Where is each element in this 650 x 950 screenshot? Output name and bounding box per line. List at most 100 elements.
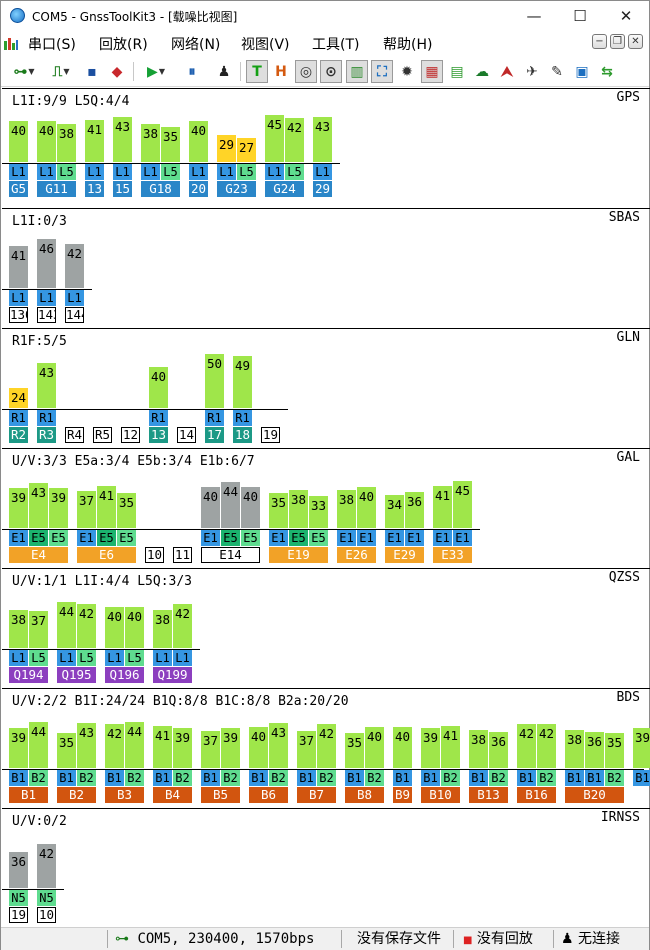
cnr-bar: 41 (433, 486, 452, 528)
satellite-label[interactable]: G5 (9, 181, 28, 197)
mdi-minimize-icon[interactable]: − (592, 34, 607, 49)
maximize-button[interactable]: ☐ (573, 7, 587, 25)
signal-tag: L1 (9, 290, 28, 306)
satellite-label[interactable]: 130 (9, 307, 28, 323)
cnr-bar: 40 (249, 727, 268, 768)
satellite-label[interactable]: B10 (421, 787, 460, 803)
save-icon[interactable]: ▪ (87, 63, 97, 80)
satellite-icon[interactable]: ⛶ (371, 60, 393, 83)
satellite-label[interactable]: 18 (233, 427, 252, 443)
satellite-label[interactable]: 12 (121, 427, 140, 443)
satellite-label[interactable]: B2 (57, 787, 96, 803)
satellite-label[interactable]: B4 (153, 787, 192, 803)
h-view-icon[interactable]: H (275, 63, 287, 80)
menu-view[interactable]: 视图(V) (241, 37, 290, 53)
note-icon[interactable]: ✎ (551, 63, 563, 80)
microphone-icon[interactable]: ♟ (217, 63, 231, 80)
cnr-bar: 37 (297, 731, 316, 768)
satellite-label[interactable]: 11 (173, 547, 192, 563)
arrow-up-icon[interactable]: ⮝ (501, 63, 513, 80)
cnr-bar: 36 (9, 852, 28, 888)
satellite-label[interactable]: 10 (145, 547, 164, 563)
satellite-label[interactable]: B20 (565, 787, 624, 803)
satellite-label[interactable]: B1 (9, 787, 48, 803)
cloud-download-icon[interactable]: ☁ (475, 63, 489, 80)
signal-wave-icon[interactable]: ⎍ ▼ (52, 63, 70, 80)
satellite-label[interactable]: 19 (9, 907, 28, 923)
menu-replay[interactable]: 回放(R) (99, 37, 148, 53)
satellite-label[interactable]: B5 (201, 787, 240, 803)
satellite-label[interactable]: R2 (9, 427, 28, 443)
satellite-label[interactable]: 10 (37, 907, 56, 923)
signal-tag: B1 (105, 770, 124, 786)
close-button[interactable]: ✕ (619, 7, 633, 25)
mdi-close-icon[interactable]: ✕ (628, 34, 643, 49)
pause-icon[interactable]: ⏸ (188, 63, 196, 80)
satellite-label[interactable]: Q199 (153, 667, 192, 683)
satellite-label[interactable]: G23 (217, 181, 256, 197)
satellite-label[interactable]: E6 (77, 547, 136, 563)
table-icon[interactable]: ▦ (421, 60, 443, 83)
satellite-label[interactable]: E33 (433, 547, 472, 563)
play-icon[interactable]: ▶ ▼ (147, 63, 165, 80)
minimize-button[interactable]: — (526, 7, 542, 25)
satellite-label[interactable]: 29 (313, 181, 332, 197)
satellite-label[interactable]: 13 (149, 427, 168, 443)
satellite-label[interactable]: B13 (469, 787, 508, 803)
satellite-label[interactable]: B8 (345, 787, 384, 803)
satellite-label[interactable]: E4 (9, 547, 68, 563)
section-status: U/V:1/1 L1I:4/4 L5Q:3/3 (12, 574, 193, 589)
bird-icon[interactable]: ✈ (526, 63, 538, 80)
satellite-label[interactable]: B16 (517, 787, 556, 803)
satellite-label[interactable]: 143 (37, 307, 56, 323)
satellite-label[interactable]: E14 (201, 547, 260, 563)
cnr-bar: 37 (77, 491, 96, 528)
signal-tag: L1 (313, 164, 332, 180)
signal-tag: B1 (517, 770, 536, 786)
menu-network[interactable]: 网络(N) (171, 37, 221, 53)
gear-icon[interactable]: ✹ (401, 63, 413, 80)
signal-tag: B1 (345, 770, 364, 786)
satellite-label[interactable]: G24 (265, 181, 304, 197)
cnr-chart-icon[interactable]: ▥ (346, 60, 368, 83)
satellite-label[interactable]: 14 (177, 427, 196, 443)
satellite-label[interactable]: R4 (65, 427, 84, 443)
tag-icon[interactable]: ◆ (111, 63, 123, 80)
satellite-label[interactable]: 17 (205, 427, 224, 443)
satellite-label[interactable]: R3 (37, 427, 56, 443)
microphone-icon: ♟ (561, 931, 574, 947)
satellite-label[interactable]: E29 (385, 547, 424, 563)
satellite-label[interactable]: Q195 (57, 667, 96, 683)
satellite-label[interactable]: 15 (113, 181, 132, 197)
text-view-icon[interactable]: T (246, 60, 268, 83)
satellite-label[interactable]: R5 (93, 427, 112, 443)
swap-icon[interactable]: ⇆ (601, 63, 613, 80)
cnr-bar: 41 (9, 246, 28, 288)
satellite-label[interactable]: 20 (189, 181, 208, 197)
signal-tag: E1 (201, 530, 220, 546)
satellite-label[interactable]: 144 (65, 307, 84, 323)
satellite-label[interactable]: B7 (297, 787, 336, 803)
satellite-label[interactable]: G11 (37, 181, 76, 197)
cnr-bar: 33 (309, 496, 328, 528)
target-icon[interactable]: ⊙ (320, 60, 342, 83)
serial-connect-icon[interactable]: ⊶ ▼ (13, 63, 35, 80)
mdi-restore-icon[interactable]: ❐ (610, 34, 625, 49)
satellite-label[interactable]: Q194 (9, 667, 48, 683)
satellite-label[interactable]: G18 (141, 181, 180, 197)
satellite-label[interactable]: B6 (249, 787, 288, 803)
menu-help[interactable]: 帮助(H) (383, 37, 433, 53)
satellite-label[interactable]: 13 (85, 181, 104, 197)
satellite-label[interactable]: B9 (393, 787, 412, 803)
satellite-label[interactable]: E26 (337, 547, 376, 563)
satellite-label[interactable]: E19 (269, 547, 328, 563)
satellite-label[interactable]: B3 (105, 787, 144, 803)
satellite-label[interactable]: 19 (261, 427, 280, 443)
compass-icon[interactable]: ◎ (295, 60, 317, 83)
pps-icon[interactable]: ▣ (575, 63, 589, 80)
menu-tools[interactable]: 工具(T) (312, 37, 360, 53)
grid-view-icon[interactable]: ▤ (450, 63, 464, 80)
serial-plug-icon: ⊶ (115, 931, 129, 947)
satellite-label[interactable]: Q196 (105, 667, 144, 683)
menu-serial[interactable]: 串口(S) (28, 37, 76, 53)
